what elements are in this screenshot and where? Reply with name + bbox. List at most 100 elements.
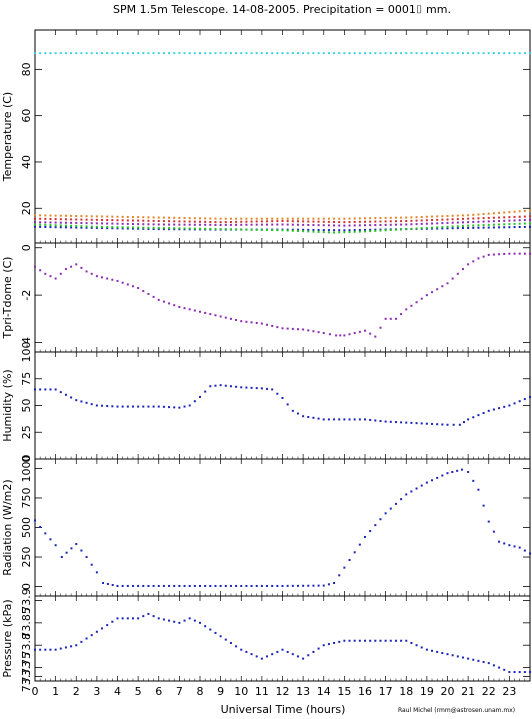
data-point: [327, 583, 330, 586]
data-point: [168, 406, 171, 409]
y-tick-label: 0: [20, 583, 33, 590]
data-point: [513, 226, 516, 229]
data-point: [364, 224, 366, 227]
data-point: [121, 52, 124, 55]
data-point: [389, 228, 392, 231]
data-point: [431, 226, 434, 229]
data-point: [384, 229, 387, 232]
data-point: [39, 223, 42, 226]
data-point: [54, 388, 57, 391]
data-point: [317, 224, 320, 227]
data-point: [358, 230, 361, 233]
data-point: [266, 223, 269, 226]
data-point: [518, 671, 521, 674]
data-point: [374, 52, 377, 55]
data-point: [364, 329, 366, 332]
data-point: [168, 52, 171, 55]
data-point: [358, 220, 361, 223]
x-tick-label: 2: [73, 685, 80, 698]
data-point: [477, 488, 480, 491]
data-point: [523, 398, 526, 401]
data-point: [425, 52, 428, 55]
data-point: [142, 52, 145, 55]
data-point: [229, 52, 232, 55]
data-point: [121, 617, 124, 620]
data-point: [214, 584, 217, 587]
data-point: [168, 216, 171, 219]
data-point: [168, 619, 171, 622]
data-point: [343, 217, 346, 220]
data-point: [415, 422, 418, 425]
data-point: [229, 220, 232, 223]
data-point: [147, 405, 150, 408]
data-point: [389, 223, 392, 226]
data-point: [456, 218, 459, 221]
data-point: [245, 220, 248, 223]
data-point: [147, 227, 150, 230]
data-point: [503, 211, 506, 214]
data-point: [235, 223, 238, 226]
data-point: [214, 52, 217, 55]
y-axis-label: Tpri-Tdome (C): [1, 257, 14, 340]
data-point: [116, 617, 119, 620]
data-point: [400, 216, 403, 219]
data-point: [157, 216, 160, 219]
data-point: [219, 584, 222, 587]
data-point: [255, 584, 258, 587]
data-point: [95, 222, 98, 225]
data-point: [482, 217, 485, 220]
data-point: [183, 217, 186, 220]
data-point: [44, 272, 47, 275]
data-point: [338, 52, 341, 55]
data-point: [508, 211, 511, 214]
data-point: [441, 285, 444, 288]
data-point: [111, 52, 114, 55]
data-point: [85, 401, 88, 404]
data-point: [384, 317, 387, 320]
data-point: [260, 228, 263, 231]
data-point: [121, 222, 124, 225]
data-point: [296, 229, 299, 232]
data-point: [467, 263, 470, 266]
y-tick-label: 750: [20, 487, 33, 508]
data-point: [199, 217, 201, 220]
data-point: [482, 255, 485, 258]
data-point: [322, 224, 325, 227]
series-purple: [34, 252, 531, 338]
data-point: [358, 217, 361, 220]
data-point: [307, 220, 310, 223]
data-point: [291, 217, 294, 220]
data-point: [54, 224, 57, 227]
data-point: [49, 221, 52, 224]
data-point: [209, 385, 212, 388]
data-point: [358, 330, 361, 333]
data-point: [54, 648, 57, 651]
data-point: [374, 220, 377, 223]
data-point: [209, 223, 212, 226]
data-point: [49, 538, 52, 541]
data-point: [374, 419, 377, 422]
data-point: [487, 253, 490, 256]
data-point: [353, 551, 356, 554]
data-point: [214, 223, 217, 226]
data-point: [126, 617, 129, 620]
data-point: [106, 222, 109, 225]
data-point: [54, 544, 57, 547]
data-point: [405, 216, 408, 219]
data-point: [431, 422, 434, 425]
data-point: [85, 215, 88, 218]
data-point: [101, 218, 104, 221]
data-point: [240, 220, 243, 223]
data-point: [240, 584, 243, 587]
data-point: [384, 216, 387, 219]
data-point: [503, 52, 506, 55]
data-point: [188, 217, 191, 220]
data-point: [34, 648, 36, 651]
data-point: [80, 52, 83, 55]
data-point: [296, 228, 299, 231]
data-point: [204, 311, 207, 314]
panel-frame: [34, 29, 531, 244]
data-point: [101, 225, 104, 228]
data-point: [508, 226, 511, 229]
x-tick-label: 19: [420, 685, 434, 698]
